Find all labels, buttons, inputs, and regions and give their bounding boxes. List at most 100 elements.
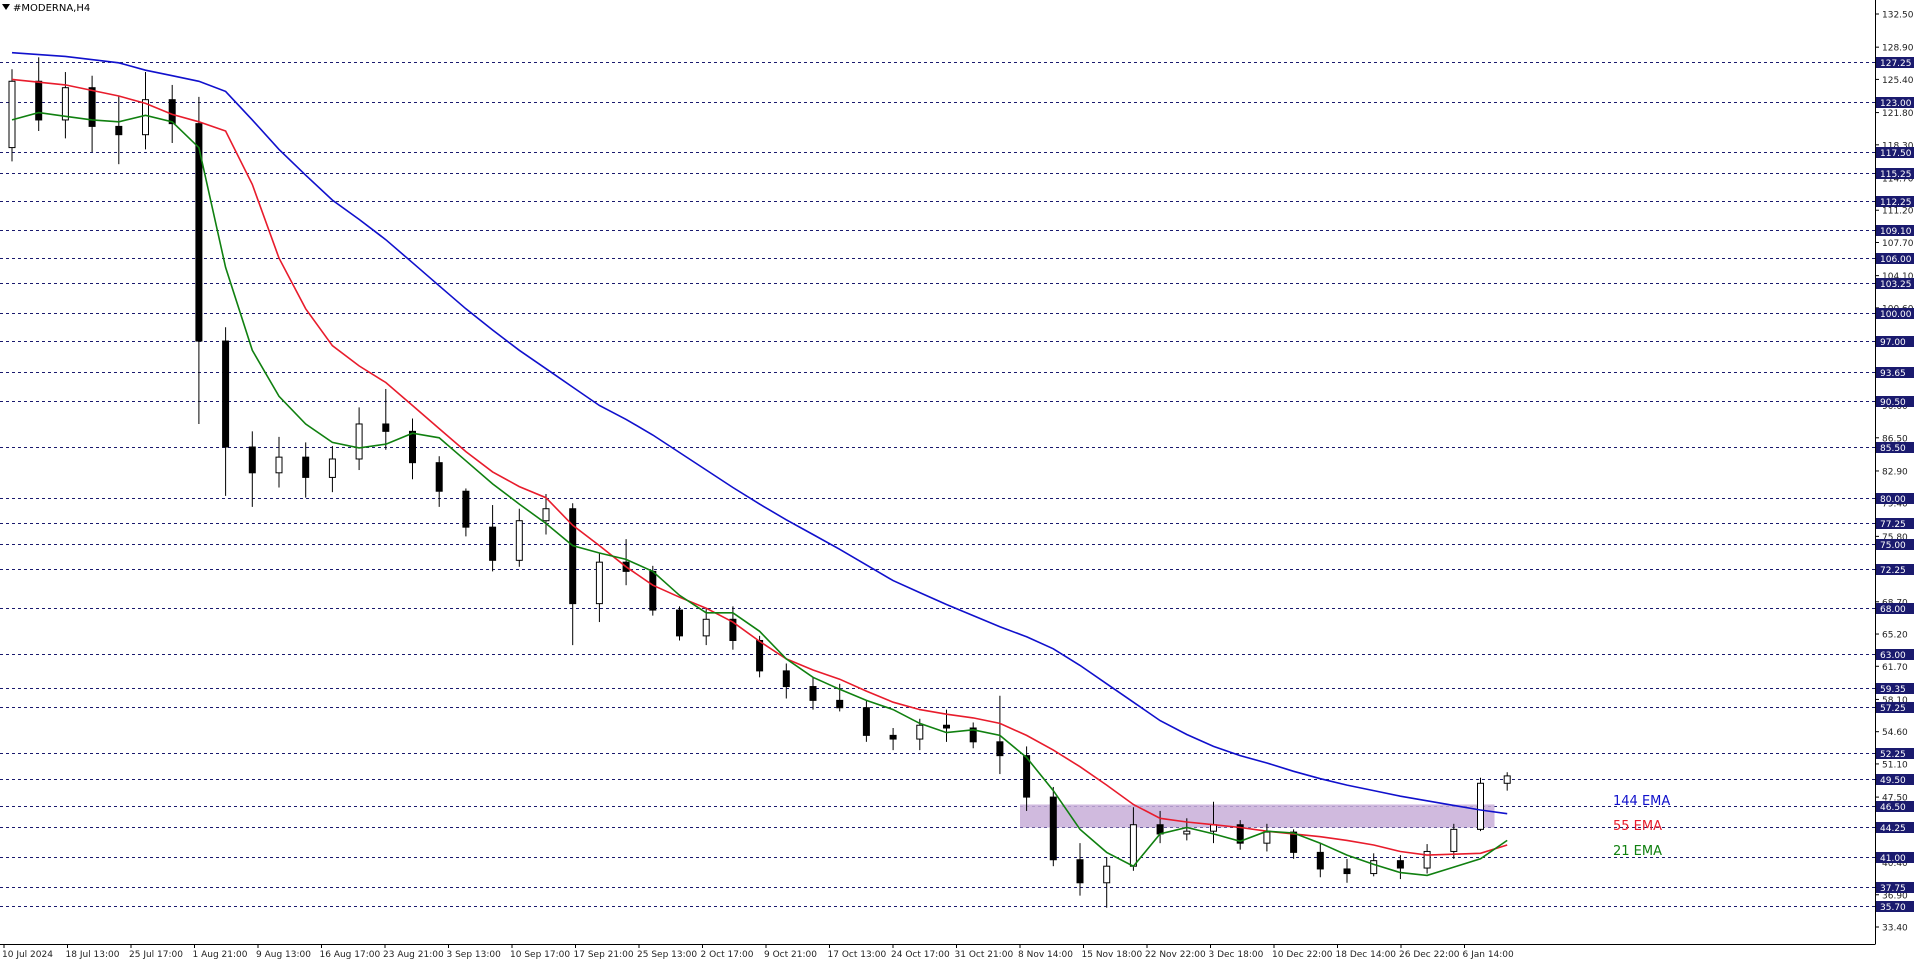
candle-body	[1290, 831, 1298, 853]
time-tick-label: 16 Aug 17:00	[320, 950, 381, 960]
price-tick-label: 47.50	[1882, 794, 1908, 804]
price-tick-label: 104.10	[1882, 272, 1914, 282]
ema-legend: 144 EMA 55 EMA 21 EMA	[1613, 794, 1670, 859]
level-tag-label: 112.25	[1880, 198, 1912, 208]
dropdown-triangle-icon	[2, 4, 10, 10]
candle-body	[1503, 775, 1511, 784]
level-tag-label: 59.35	[1880, 685, 1906, 695]
time-tick-label: 2 Oct 17:00	[701, 950, 754, 960]
candle-body	[435, 462, 443, 492]
plot-area	[0, 0, 1875, 944]
level-tag	[1876, 367, 1914, 378]
level-tag-label: 57.25	[1880, 704, 1906, 714]
candle-body	[462, 490, 470, 528]
price-tick-label: 51.10	[1882, 760, 1908, 770]
level-tag-label: 123.00	[1880, 99, 1912, 109]
price-tick-label: 132.50	[1882, 11, 1914, 21]
symbol-label[interactable]: #MODERNA,H4	[2, 3, 90, 14]
level-tag	[1876, 852, 1914, 863]
candle-body	[35, 80, 43, 121]
level-tag-label: 100.00	[1880, 310, 1912, 320]
price-tick-label: 121.80	[1882, 109, 1914, 119]
candle-body	[328, 458, 336, 478]
price-tick-label: 61.70	[1882, 663, 1908, 673]
candle-body	[168, 99, 176, 125]
candle-body	[1103, 865, 1111, 884]
candle-body	[676, 609, 683, 637]
candle-body	[809, 686, 817, 701]
candle-body	[569, 508, 577, 605]
price-tick-label: 65.20	[1882, 631, 1908, 641]
symbol-text: #MODERNA,H4	[13, 3, 91, 14]
time-tick-label: 17 Oct 13:00	[828, 950, 887, 960]
level-tag	[1876, 225, 1914, 236]
candle-body	[1023, 755, 1031, 798]
level-tag	[1876, 253, 1914, 264]
candle-body	[1370, 860, 1378, 875]
candle-body	[275, 456, 283, 474]
level-tag	[1876, 336, 1914, 347]
level-tag-label: 75.00	[1880, 541, 1906, 551]
candle-body	[729, 618, 737, 641]
level-tag-label: 49.50	[1880, 776, 1906, 786]
level-tag	[1876, 801, 1914, 812]
price-tick-label: 107.70	[1882, 239, 1914, 249]
price-tick-label: 58.10	[1882, 696, 1908, 706]
level-tag	[1876, 308, 1914, 319]
candle-body	[916, 724, 924, 740]
candle-body	[1423, 850, 1431, 869]
candle-body	[1129, 824, 1137, 867]
time-tick-label: 26 Dec 22:00	[1399, 950, 1460, 960]
ema-legend-label: 21 EMA	[1613, 844, 1662, 859]
level-tag-label: 46.50	[1880, 803, 1906, 813]
candle-body	[61, 87, 69, 121]
level-tag	[1876, 518, 1914, 529]
time-tick-label: 8 Nov 14:00	[1018, 950, 1073, 960]
level-tag	[1876, 882, 1914, 893]
candle-body	[1076, 859, 1084, 884]
candle-body	[1156, 824, 1164, 835]
level-tag-label: 37.75	[1880, 884, 1906, 894]
level-tag	[1876, 57, 1914, 68]
level-tag	[1876, 539, 1914, 550]
time-tick-label: 31 Oct 21:00	[955, 950, 1014, 960]
time-tick-label: 24 Oct 17:00	[891, 950, 950, 960]
candle-body	[195, 123, 203, 342]
zone-rect	[1020, 804, 1495, 828]
candle-body	[302, 456, 310, 478]
candle-body	[248, 446, 256, 474]
level-tag	[1876, 774, 1914, 785]
time-tick-label: 10 Jul 2024	[2, 950, 53, 960]
level-tag	[1876, 649, 1914, 660]
level-tag	[1876, 603, 1914, 614]
level-tag	[1876, 278, 1914, 289]
time-tick-label: 1 Aug 21:00	[193, 950, 248, 960]
candle-body	[115, 125, 123, 136]
price-tick-label: 114.70	[1882, 174, 1914, 184]
level-tag-label: 127.25	[1880, 59, 1912, 69]
ema-legend-label: 55 EMA	[1613, 819, 1662, 834]
candle-body	[1183, 830, 1191, 835]
level-tag	[1876, 396, 1914, 407]
price-tick-label: 125.40	[1882, 76, 1914, 86]
time-tick-label: 3 Dec 18:00	[1209, 950, 1264, 960]
level-tag-label: 97.00	[1880, 338, 1906, 348]
level-tag	[1876, 147, 1914, 158]
price-tick-label: 118.30	[1882, 141, 1914, 151]
candle-body	[515, 520, 523, 561]
price-tick-label: 40.40	[1882, 859, 1908, 869]
candle-body	[649, 570, 657, 611]
time-tick-label: 25 Sep 13:00	[637, 950, 697, 960]
level-tag-label: 63.00	[1880, 651, 1906, 661]
price-tick-label: 90.00	[1882, 402, 1908, 412]
price-tick-label: 36.90	[1882, 891, 1908, 901]
level-tag	[1876, 748, 1914, 759]
level-tag-label: 106.00	[1880, 255, 1912, 265]
candle-body	[756, 639, 764, 672]
candle-body	[782, 670, 790, 688]
level-tag-label: 117.50	[1880, 149, 1912, 159]
time-tick-label: 9 Oct 21:00	[764, 950, 817, 960]
time-tick-label: 10 Sep 17:00	[510, 950, 570, 960]
time-tick-label: 23 Aug 21:00	[383, 950, 444, 960]
